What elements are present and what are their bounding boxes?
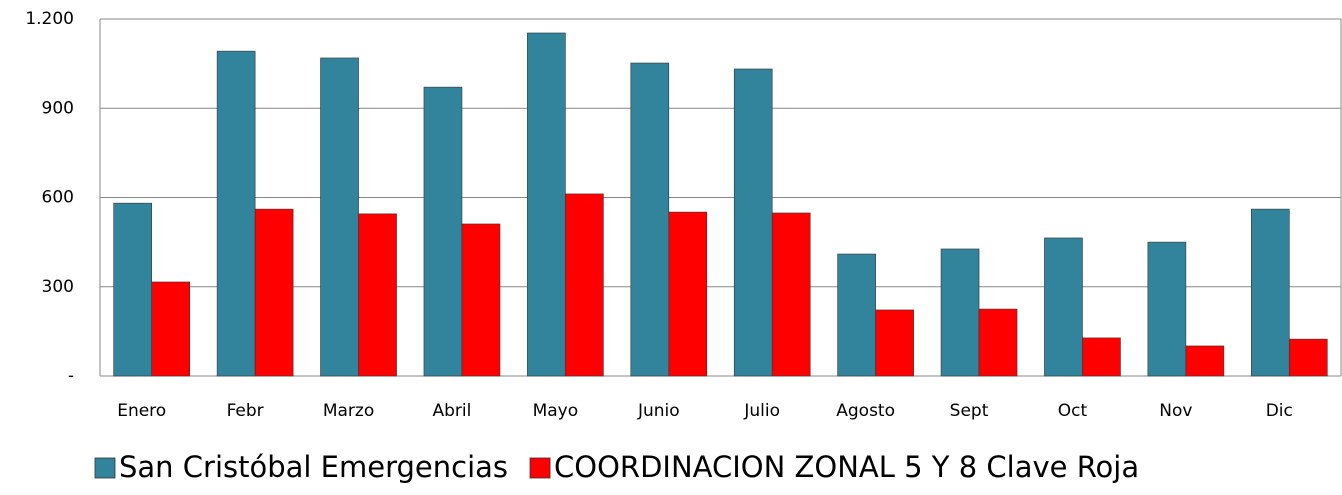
bar [1147,241,1187,377]
legend: San Cristóbal Emergencias COORDINACION ZO… [94,450,1139,484]
x-tick-label: Junio [637,401,680,421]
x-tick-label: Enero [117,401,166,421]
x-tick-label: Marzo [323,401,374,421]
bar [320,57,359,377]
legend-swatch [94,457,116,479]
bar [733,68,773,377]
y-tick-label: 1.200 [25,9,74,29]
legend-swatch [529,457,551,479]
bar [358,213,397,377]
bar [527,32,566,377]
bar [423,86,463,377]
bar [1185,345,1225,377]
y-tick-label: - [68,366,74,386]
y-tick-label: 600 [42,188,74,208]
x-tick-label: Dic [1266,401,1293,421]
legend-label: COORDINACION ZONAL 5 Y 8 Clave Roja [554,450,1139,484]
bar [254,208,294,377]
bar [461,223,501,377]
x-tick-label: Oct [1058,401,1088,421]
x-tick-label: Mayo [533,401,579,421]
bar [940,248,980,377]
bar [837,253,876,377]
bar [668,211,708,377]
bar [771,212,811,377]
x-tick-label: Febr [227,401,264,421]
bar [151,281,191,377]
bar [1250,208,1290,377]
bar [630,62,670,377]
x-tick-label: Sept [950,401,989,421]
bar [216,50,256,377]
x-tick-label: Nov [1159,401,1192,421]
y-tick-label: 300 [42,277,74,297]
bar [875,309,914,377]
bar [565,193,604,377]
legend-label: San Cristóbal Emergencias [119,450,508,484]
x-tick-label: Agosto [836,401,895,421]
x-tick-label: Julio [743,401,780,421]
bar [1082,337,1121,377]
bar [978,308,1018,377]
bar [1044,237,1083,377]
bar [1288,338,1328,377]
bar [113,202,153,377]
y-tick-label: 900 [42,98,74,118]
x-tick-label: Abril [433,401,472,421]
